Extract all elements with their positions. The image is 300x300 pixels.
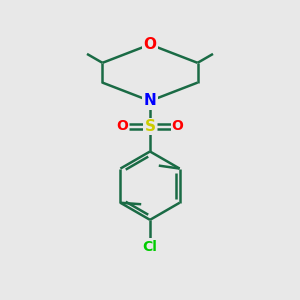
Text: N: N (144, 94, 156, 109)
Text: S: S (145, 119, 155, 134)
Text: O: O (143, 37, 157, 52)
Text: O: O (172, 119, 184, 133)
Text: O: O (116, 119, 128, 133)
Text: Cl: Cl (142, 240, 158, 254)
